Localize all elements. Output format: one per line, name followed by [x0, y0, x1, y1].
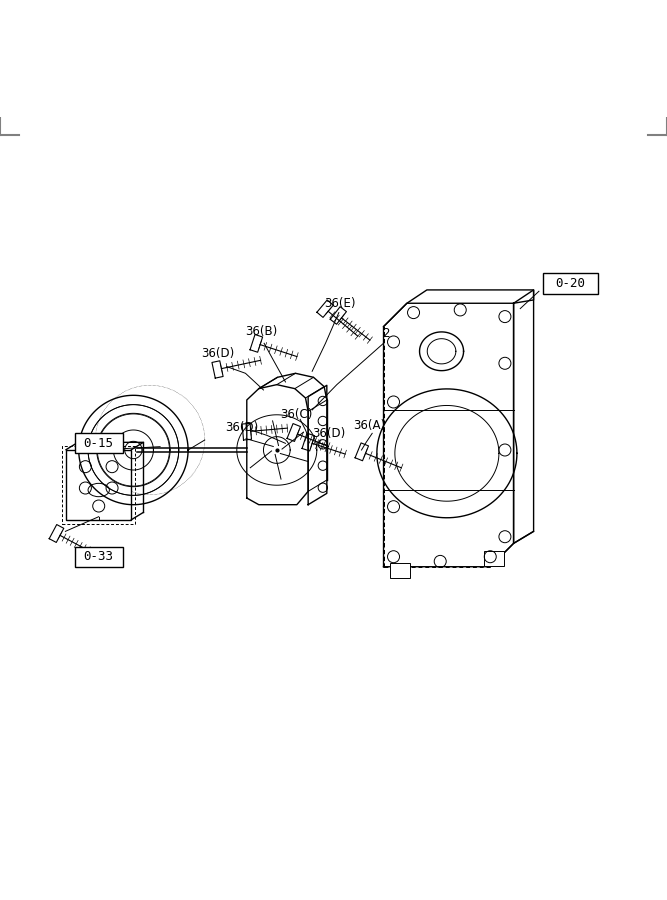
Bar — [75, 546, 123, 567]
Bar — [484, 552, 504, 566]
Bar — [390, 563, 410, 578]
Bar — [66, 450, 131, 519]
Text: 36(B): 36(B) — [245, 325, 277, 338]
Bar — [543, 273, 598, 294]
Text: 36(D): 36(D) — [225, 421, 258, 435]
Text: 36(A): 36(A) — [353, 418, 385, 432]
Text: 36(E): 36(E) — [324, 297, 356, 310]
Text: 0-15: 0-15 — [84, 436, 113, 450]
Text: 36(D): 36(D) — [312, 427, 346, 440]
Text: 36(C): 36(C) — [281, 408, 313, 421]
Text: 36(D): 36(D) — [201, 346, 234, 360]
Text: 0-33: 0-33 — [84, 550, 113, 563]
Text: 0-20: 0-20 — [556, 277, 585, 290]
Text: 2: 2 — [382, 327, 390, 339]
Bar — [75, 433, 123, 454]
